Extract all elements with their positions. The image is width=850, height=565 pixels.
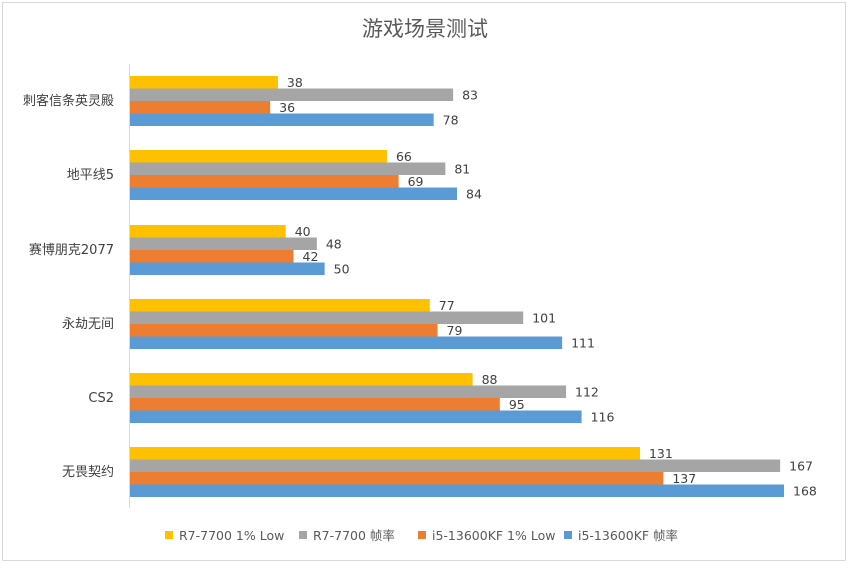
category-label: 永劫无间 <box>62 317 114 332</box>
data-label: 116 <box>591 409 615 424</box>
bar <box>130 410 582 423</box>
data-label: 38 <box>287 75 303 90</box>
data-label: 101 <box>532 310 556 325</box>
legend-swatch <box>418 531 426 539</box>
data-label: 40 <box>295 224 311 239</box>
legend-entry: R7-7700 帧率 <box>313 528 395 543</box>
legend-entry: i5-13600KF 帧率 <box>578 528 678 543</box>
data-label: 167 <box>789 458 813 473</box>
data-label: 42 <box>303 249 319 264</box>
data-label: 69 <box>408 174 424 189</box>
bar <box>130 484 785 497</box>
bar <box>130 150 387 163</box>
legend-entry: R7-7700 1% Low <box>179 528 284 543</box>
data-label: 50 <box>334 261 350 276</box>
category-label: 无畏契约 <box>62 465 114 480</box>
legend-swatch <box>299 531 307 539</box>
bar <box>130 472 664 485</box>
bar <box>130 398 500 411</box>
legend-swatch <box>564 531 572 539</box>
data-label: 78 <box>443 112 459 127</box>
bar <box>130 311 524 324</box>
data-label: 77 <box>439 298 455 313</box>
bar <box>130 262 325 275</box>
category-label: 刺客信条英灵殿 <box>23 93 114 109</box>
data-label: 81 <box>454 161 470 176</box>
category-label: CS2 <box>88 391 114 406</box>
data-label: 137 <box>672 471 696 486</box>
data-label: 168 <box>793 483 817 498</box>
category-label: 地平线5 <box>67 168 114 183</box>
data-label: 36 <box>279 100 295 115</box>
legend: R7-7700 1% Low R7-7700 帧率 i5-13600KF 1% Lo… <box>165 528 678 543</box>
bar <box>130 373 473 386</box>
bar <box>130 225 286 238</box>
data-label: 111 <box>571 335 595 350</box>
legend-swatch <box>165 531 173 539</box>
bar <box>130 237 317 250</box>
bar <box>130 447 640 460</box>
data-label: 84 <box>466 186 482 201</box>
data-label: 88 <box>482 372 498 387</box>
data-label: 83 <box>462 87 478 102</box>
bar <box>130 250 294 263</box>
bar <box>130 187 458 200</box>
chart-title: 游戏场景测试 <box>362 17 488 41</box>
legend-entry: i5-13600KF 1% Low <box>432 528 555 543</box>
data-label: 95 <box>509 397 525 412</box>
bar <box>130 88 454 101</box>
data-label: 79 <box>447 323 463 338</box>
plot-area: 刺客信条英灵殿 38 83 36 78 地平线5 66 81 69 84 赛博朋克2077 40 48 4… <box>23 75 817 499</box>
bar <box>130 76 278 89</box>
bar <box>130 299 430 312</box>
data-label: 112 <box>575 384 599 399</box>
bar <box>130 336 563 349</box>
bar <box>130 113 434 126</box>
bar <box>130 175 399 188</box>
data-label: 131 <box>649 446 673 461</box>
data-label: 48 <box>326 236 342 251</box>
bar <box>130 459 781 472</box>
bar <box>130 385 567 398</box>
data-label: 66 <box>396 149 412 164</box>
bar <box>130 162 446 175</box>
category-label: 赛博朋克2077 <box>29 242 114 258</box>
bar <box>130 101 271 114</box>
bar <box>130 324 438 337</box>
